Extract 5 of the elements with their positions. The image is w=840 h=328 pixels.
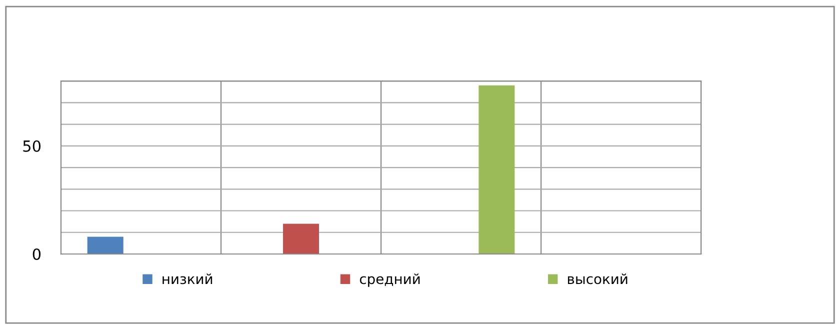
y-tick-label: 0	[32, 248, 41, 260]
legend-label: средний	[360, 273, 420, 287]
legend-label: высокий	[568, 273, 628, 284]
y-tick-label: 50	[23, 140, 41, 152]
legend-label: низкий	[162, 273, 212, 284]
